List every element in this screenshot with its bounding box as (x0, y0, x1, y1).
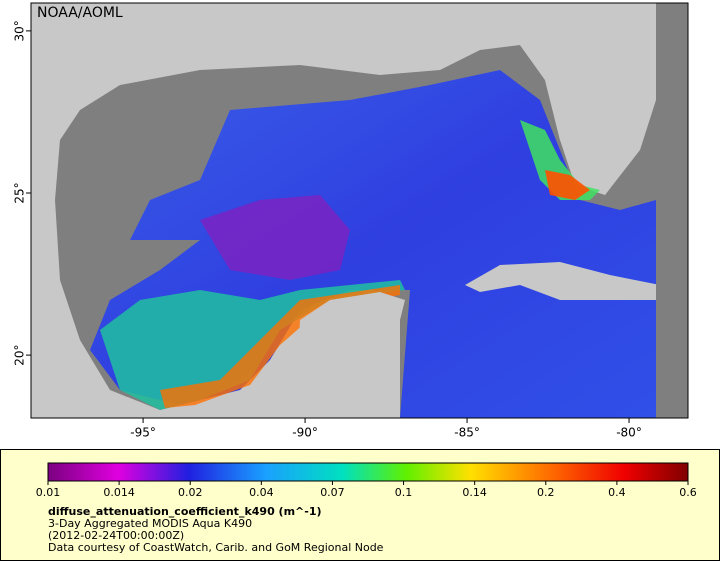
land (295, 292, 405, 418)
colorbar (47, 462, 689, 482)
x-tick-label: -80° (616, 426, 642, 440)
colorbar-tick-label: 0.14 (462, 486, 487, 499)
map-frame (30, 2, 689, 419)
colorbar-tick-label: 0.2 (537, 486, 555, 499)
x-tick-label: -95° (130, 426, 156, 440)
satellite-data (100, 280, 405, 410)
satellite-data (520, 120, 600, 200)
colorbar-tick-label: 0.4 (608, 486, 626, 499)
colorbar-tick-label: 0.6 (679, 486, 697, 499)
ocean-no-data (656, 3, 688, 418)
x-tick-label: -85° (454, 426, 480, 440)
x-tick-label: -90° (292, 426, 318, 440)
courtesy: Data courtesy of CoastWatch, Carib. and … (48, 541, 384, 554)
y-tick-label: 30° (13, 20, 27, 41)
product: 3-Day Aggregated MODIS Aqua K490 (48, 517, 252, 530)
colorbar-tick-label: 0.1 (395, 486, 413, 499)
colorbar-tick-label: 0.014 (103, 486, 135, 499)
land (520, 40, 610, 190)
map: NOAA/AOML (30, 2, 689, 419)
variable-name: diffuse_attenuation_coefficient_k490 (m^… (48, 505, 322, 518)
colorbar-tick-label: 0.07 (320, 486, 345, 499)
colorbar-tick-label: 0.02 (178, 486, 203, 499)
land (465, 262, 660, 300)
colorbar-tick-label: 0.04 (249, 486, 274, 499)
y-tick-label: 25° (13, 182, 27, 203)
time: (2012-02-24T00:00:00Z) (48, 529, 184, 542)
satellite-data (200, 195, 350, 280)
y-tick-label: 20° (13, 344, 27, 365)
credit: NOAA/AOML (37, 5, 123, 21)
satellite-data (545, 170, 590, 200)
colorbar-tick-label: 0.01 (36, 486, 61, 499)
